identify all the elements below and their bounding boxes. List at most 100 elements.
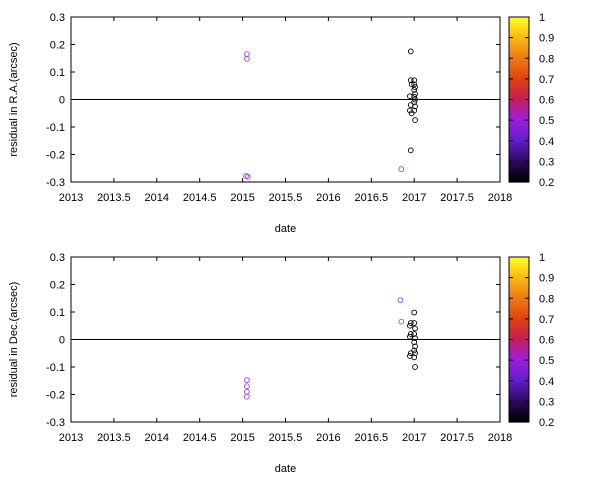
colorbar-segment	[509, 331, 529, 334]
colorbar-segment	[509, 66, 529, 70]
colorbar-tick-label: 0.3	[539, 156, 554, 168]
colorbar-segment	[509, 397, 529, 400]
colorbar-segment	[509, 362, 529, 365]
colorbar-segment	[509, 407, 529, 411]
colorbar-segment	[509, 167, 529, 171]
colorbar-segment	[509, 113, 529, 117]
colorbar-segment	[509, 395, 529, 398]
colorbar-segment	[509, 267, 529, 270]
colorbar-segment	[509, 277, 529, 281]
colorbar-segment	[509, 91, 529, 94]
colorbar-segment	[509, 173, 529, 177]
colorbar-segment	[509, 269, 529, 273]
data-point	[407, 322, 413, 329]
colorbar-segment	[509, 329, 529, 332]
colorbar-segment	[509, 21, 529, 24]
colorbar-segment	[509, 101, 529, 105]
colorbar-segment	[509, 318, 529, 322]
colorbar-segment	[509, 179, 529, 183]
colorbar-tick-label: 0.6	[539, 335, 554, 347]
x-tick-label: 2014	[145, 192, 169, 204]
colorbar-tick-label: 0.9	[539, 273, 554, 285]
colorbar-segment	[509, 177, 529, 181]
colorbar-segment	[509, 43, 529, 47]
colorbar-segment	[509, 62, 529, 66]
colorbar-segment	[509, 393, 529, 396]
colorbar-segment	[509, 134, 529, 138]
x-tick-label: 2016	[316, 192, 340, 204]
x-tick-label: 2015	[230, 432, 254, 444]
x-tick-label: 2014	[145, 432, 169, 444]
colorbar-segment	[509, 312, 529, 316]
colorbar-segment	[509, 122, 529, 125]
colorbar-segment	[509, 27, 529, 30]
colorbar-segment	[509, 146, 529, 150]
colorbar-segment	[509, 356, 529, 359]
colorbar-segment	[509, 325, 529, 328]
colorbar-segment	[509, 287, 529, 291]
data-point	[407, 320, 414, 326]
colorbar-segment	[509, 163, 529, 167]
colorbar-segment	[509, 159, 529, 162]
colorbar-segment	[509, 56, 529, 59]
colorbar-tick-label: 0.6	[539, 95, 554, 107]
data-point	[412, 91, 418, 97]
y-tick-label: 0.1	[50, 307, 65, 319]
data-point	[411, 320, 418, 326]
x-tick-label: 2013.5	[97, 192, 131, 204]
colorbar-segment	[509, 391, 529, 394]
colorbar-segment	[509, 335, 529, 339]
data-point	[412, 103, 418, 110]
colorbar-segment	[509, 70, 529, 74]
data-point	[407, 333, 413, 340]
colorbar-segment	[509, 273, 529, 277]
plot-panel-2: 2013 2013.5 2014 2014.5 2015 2015.5 2016 2016.5…	[8, 252, 554, 475]
colorbar-segment	[509, 261, 529, 264]
data-point	[412, 84, 418, 90]
colorbar-segment	[509, 415, 529, 419]
colorbar-tick-label: 0.8	[539, 293, 554, 305]
data-point	[407, 147, 414, 154]
colorbar-segment	[509, 405, 529, 409]
x-tick-label: 2016.5	[354, 432, 388, 444]
data-point	[411, 309, 418, 316]
y-tick-label: 0.3	[50, 252, 65, 264]
colorbar-segment	[509, 285, 529, 289]
colorbar-segment	[509, 138, 529, 142]
colorbar-segment	[509, 333, 529, 336]
colorbar-segment	[509, 296, 529, 299]
colorbar-segment	[509, 341, 529, 345]
colorbar-tick-label: 0.4	[539, 136, 554, 148]
y-tick-label: -0.3	[46, 177, 65, 189]
x-tick-label: 2017.5	[440, 432, 474, 444]
colorbar: 1 0.9 0.8 0.7 0.6 0.5 0.4 0.3 0.2	[508, 12, 554, 189]
colorbar-segment	[509, 80, 529, 84]
colorbar-segment	[509, 169, 529, 173]
colorbar-segment	[509, 17, 529, 20]
colorbar-tick-label: 0.5	[539, 355, 554, 367]
colorbar-segment	[509, 380, 529, 384]
colorbar-segment	[509, 41, 529, 45]
colorbar-segment	[509, 153, 529, 156]
colorbar-segment	[509, 314, 529, 318]
colorbar-segment	[509, 58, 529, 61]
y-tick-label: -0.2	[46, 150, 65, 162]
y-tick-label: 0	[59, 95, 65, 107]
data-point	[398, 166, 405, 172]
y-tick-label: 0.1	[50, 67, 65, 79]
colorbar-tick-label: 0.3	[539, 396, 554, 408]
colorbar-segment	[509, 171, 529, 175]
colorbar-segment	[509, 386, 529, 390]
colorbar-segment	[509, 87, 529, 90]
x-tick-label: 2014.5	[183, 192, 217, 204]
data-point	[244, 51, 250, 57]
data-point	[412, 325, 418, 332]
colorbar-segment	[509, 161, 529, 165]
colorbar-segment	[509, 298, 529, 301]
colorbar-tick-label: 0.2	[539, 417, 554, 429]
colorbar-segment	[509, 351, 529, 355]
colorbar-segment	[509, 382, 529, 386]
colorbar-segment	[509, 360, 529, 363]
colorbar-segment	[509, 263, 529, 266]
